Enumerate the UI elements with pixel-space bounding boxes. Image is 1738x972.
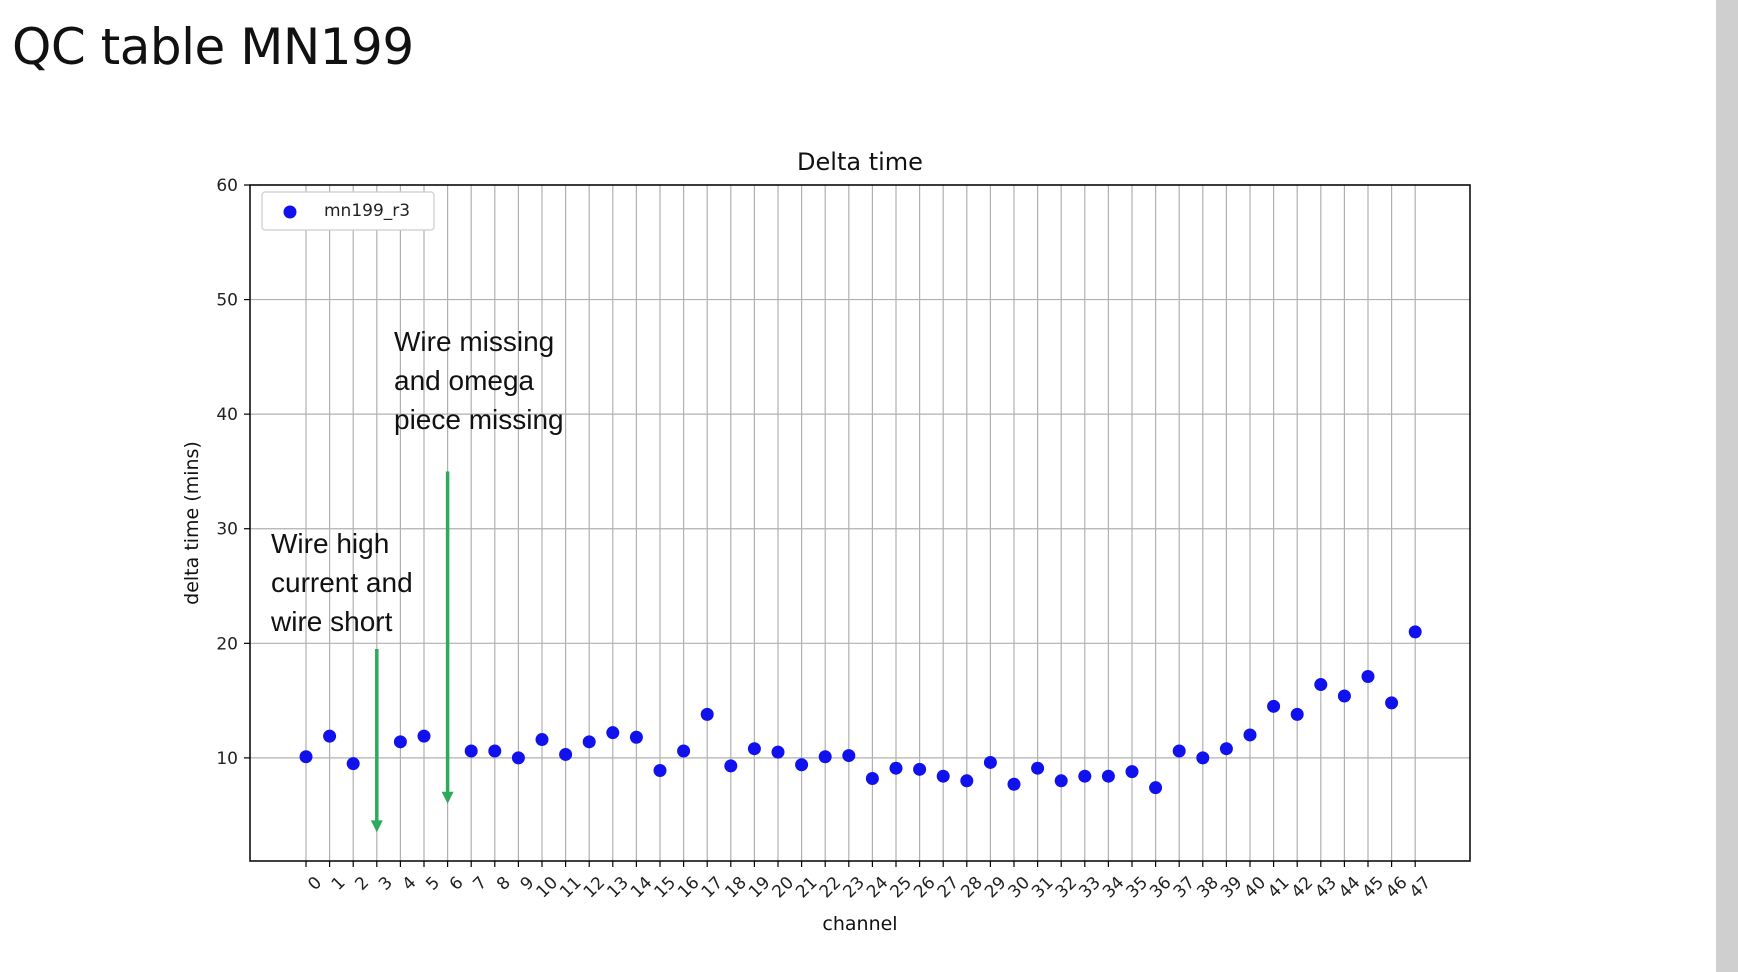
window-edge-strip — [1716, 0, 1738, 972]
grid-lines — [250, 184, 1470, 861]
data-point — [346, 757, 360, 771]
x-tick-label: 4 — [399, 873, 421, 895]
data-point — [1196, 751, 1210, 765]
data-point — [1101, 769, 1115, 783]
annotation-arrowhead-icon — [370, 820, 383, 833]
y-tick-label: 60 — [216, 176, 238, 196]
y-tick-label: 50 — [216, 291, 238, 311]
data-point — [511, 751, 525, 765]
annotations: Wire high current and wire short Wire missi… — [270, 326, 564, 833]
x-axis-ticks: 0 1 2 3 4 5 6 7 8 9101112131415161718192021222324… — [304, 861, 1435, 902]
data-point — [1314, 678, 1328, 692]
x-tick-label: 47 — [1406, 873, 1435, 902]
data-point — [1290, 707, 1304, 721]
x-tick-label: 2 — [351, 873, 373, 895]
data-point — [393, 735, 407, 749]
x-tick-label: 8 — [493, 873, 515, 895]
data-point — [842, 749, 856, 763]
data-point — [818, 750, 832, 764]
data-point — [1149, 781, 1163, 795]
data-point — [464, 744, 478, 758]
legend-label: mn199_r3 — [324, 201, 410, 221]
data-point — [1219, 742, 1233, 756]
y-axis-title: delta time (mins) — [181, 441, 203, 605]
x-axis-title: channel — [822, 913, 897, 935]
slide-title: QC table MN199 — [12, 18, 414, 76]
data-point — [1337, 689, 1351, 703]
data-point — [559, 747, 573, 761]
data-point — [960, 774, 974, 788]
data-point — [1078, 769, 1092, 783]
data-point — [629, 730, 643, 744]
data-point — [1408, 625, 1422, 639]
data-point — [1054, 774, 1068, 788]
data-point — [983, 755, 997, 769]
y-tick-label: 30 — [216, 520, 238, 540]
x-tick-label: 3 — [375, 873, 397, 895]
x-tick-label: 5 — [422, 873, 444, 895]
data-point — [606, 726, 620, 740]
x-tick-label: 1 — [328, 873, 350, 895]
data-point — [1243, 728, 1257, 742]
data-point — [795, 758, 809, 772]
data-point — [913, 762, 927, 776]
data-points — [299, 625, 1422, 795]
data-point — [771, 745, 785, 759]
y-tick-label: 10 — [216, 749, 238, 769]
data-point — [1385, 696, 1399, 710]
data-point — [1361, 670, 1375, 684]
data-point — [889, 761, 903, 775]
data-point — [323, 729, 337, 743]
data-point — [1031, 761, 1045, 775]
legend-box — [261, 191, 435, 231]
data-point — [299, 750, 313, 764]
data-point — [677, 744, 691, 758]
annotation-text-line: Wire missing — [394, 326, 554, 357]
chart-title: Delta time — [797, 148, 923, 176]
annotation-text-line: piece missing — [394, 404, 564, 435]
y-tick-label: 40 — [216, 405, 238, 425]
annotation-text-line: wire short — [270, 606, 393, 637]
x-tick-label: 7 — [469, 873, 491, 895]
y-axis-ticks: 10 20 30 40 50 60 — [216, 176, 250, 769]
x-tick-label: 0 — [304, 873, 326, 895]
data-point — [535, 733, 549, 747]
annotation-text-line: Wire high — [271, 528, 389, 559]
data-point — [865, 772, 879, 786]
data-point — [1125, 765, 1139, 779]
plot-area-frame — [249, 184, 1471, 862]
data-point — [582, 735, 596, 749]
x-tick-label: 6 — [446, 873, 468, 895]
data-point — [1172, 744, 1186, 758]
data-point — [747, 742, 761, 756]
annotation-text-line: current and — [271, 567, 413, 598]
data-point — [1267, 699, 1281, 713]
data-point — [417, 729, 431, 743]
data-point — [700, 707, 714, 721]
data-point — [488, 744, 502, 758]
data-point — [1007, 777, 1021, 791]
legend: mn199_r3 — [261, 191, 435, 231]
annotation-arrowhead-icon — [441, 791, 454, 804]
data-point — [653, 763, 667, 777]
data-point — [936, 769, 950, 783]
data-point — [724, 759, 738, 773]
legend-marker-icon — [283, 205, 297, 219]
annotation-text-line: and omega — [394, 365, 535, 396]
y-tick-label: 20 — [216, 634, 238, 654]
